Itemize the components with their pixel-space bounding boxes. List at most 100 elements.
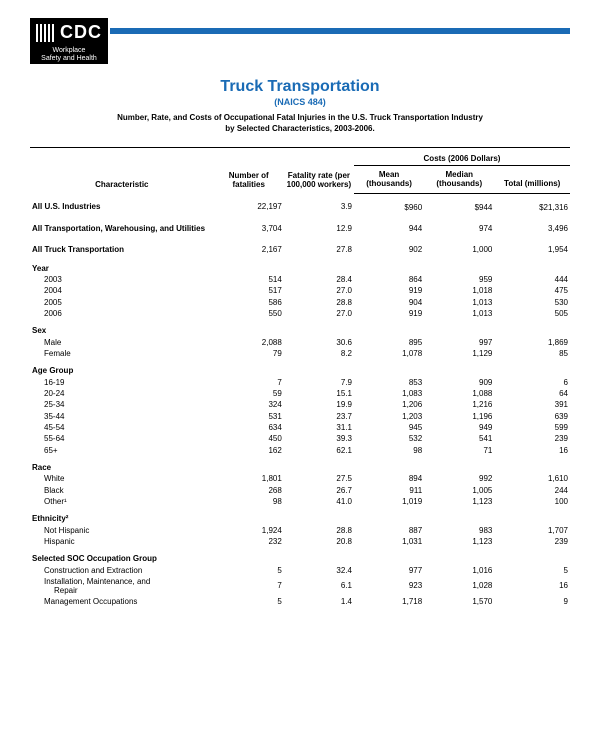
row-label: All U.S. Industries — [30, 193, 214, 215]
cell: 2,088 — [214, 336, 284, 347]
row-label: Other¹ — [30, 496, 214, 507]
table-row: 200558628.89041,013530 — [30, 296, 570, 307]
table-row: 25-3432419.91,2061,216391 — [30, 399, 570, 410]
table-row: 200451727.09191,018475 — [30, 285, 570, 296]
flag-icon — [36, 24, 56, 42]
cell: 1,005 — [424, 485, 494, 496]
row-label: Age Group — [30, 359, 214, 376]
cell — [494, 359, 570, 376]
row-label: Female — [30, 348, 214, 359]
cell: 1,123 — [424, 496, 494, 507]
cdc-abbr: CDC — [60, 22, 102, 43]
cell: 1,088 — [424, 388, 494, 399]
row-label: 65+ — [30, 445, 214, 456]
cell: 983 — [424, 524, 494, 535]
header: CDC Workplace Safety and Health — [30, 18, 570, 64]
cell — [354, 456, 424, 473]
cell: 1,203 — [354, 410, 424, 421]
cell — [214, 359, 284, 376]
row-label: 25-34 — [30, 399, 214, 410]
cell — [284, 359, 354, 376]
cell: 232 — [214, 536, 284, 547]
row-label: Installation, Maintenance, andRepair — [30, 576, 214, 596]
cell: 19.9 — [284, 399, 354, 410]
row-label: Year — [30, 257, 214, 274]
table-row: 200655027.09191,013505 — [30, 308, 570, 319]
row-label: Not Hispanic — [30, 524, 214, 535]
cell: 895 — [354, 336, 424, 347]
cell: 268 — [214, 485, 284, 496]
row-label: 16-19 — [30, 376, 214, 387]
cell: 634 — [214, 422, 284, 433]
cell — [424, 547, 494, 564]
cell — [354, 547, 424, 564]
table-row: Male2,08830.68959971,869 — [30, 336, 570, 347]
cell: 1,206 — [354, 399, 424, 410]
cell: 475 — [494, 285, 570, 296]
cell — [214, 257, 284, 274]
table-row: Not Hispanic1,92428.88879831,707 — [30, 524, 570, 535]
row-label: 55-64 — [30, 433, 214, 444]
cell: 16 — [494, 445, 570, 456]
cell: 41.0 — [284, 496, 354, 507]
cell: 5 — [214, 596, 284, 607]
cell — [494, 257, 570, 274]
cell: 923 — [354, 576, 424, 596]
cell: 1.4 — [284, 596, 354, 607]
cell: 244 — [494, 485, 570, 496]
cell: 894 — [354, 473, 424, 484]
page-subtitle: (NAICS 484) — [30, 97, 570, 107]
cell: 27.5 — [284, 473, 354, 484]
cell: 7 — [214, 376, 284, 387]
table-row: Management Occupations51.41,7181,5709 — [30, 596, 570, 607]
table-row: Sex — [30, 319, 570, 336]
table-row: Other¹9841.01,0191,123100 — [30, 496, 570, 507]
cell: 887 — [354, 524, 424, 535]
cell — [214, 547, 284, 564]
cell: 9 — [494, 596, 570, 607]
cell: 239 — [494, 536, 570, 547]
cell: 23.7 — [284, 410, 354, 421]
cell: 28.4 — [284, 274, 354, 285]
cell: 8.2 — [284, 348, 354, 359]
cdc-logo-box: CDC — [30, 18, 108, 45]
row-label: All Transportation, Warehousing, and Uti… — [30, 215, 214, 236]
cell: 1,570 — [424, 596, 494, 607]
cell: 977 — [354, 564, 424, 575]
cell: 532 — [354, 433, 424, 444]
cell: 864 — [354, 274, 424, 285]
cell: 98 — [354, 445, 424, 456]
cell: 26.7 — [284, 485, 354, 496]
cell: 974 — [424, 215, 494, 236]
cell: 902 — [354, 236, 424, 257]
cell: $944 — [424, 193, 494, 215]
cell: 945 — [354, 422, 424, 433]
cell: 911 — [354, 485, 424, 496]
cell: 6 — [494, 376, 570, 387]
cell — [214, 507, 284, 524]
cell — [214, 456, 284, 473]
cell: 1,216 — [424, 399, 494, 410]
cell — [354, 359, 424, 376]
cell: 79 — [214, 348, 284, 359]
cell — [284, 507, 354, 524]
table-row: Race — [30, 456, 570, 473]
cell: 550 — [214, 308, 284, 319]
row-label: 2004 — [30, 285, 214, 296]
cell: 162 — [214, 445, 284, 456]
cell: 31.1 — [284, 422, 354, 433]
cell — [424, 359, 494, 376]
cell: 904 — [354, 296, 424, 307]
table-row: All Transportation, Warehousing, and Uti… — [30, 215, 570, 236]
cell: 1,031 — [354, 536, 424, 547]
page-title: Truck Transportation — [30, 78, 570, 96]
row-label: Construction and Extraction — [30, 564, 214, 575]
cell — [214, 319, 284, 336]
cell: 1,924 — [214, 524, 284, 535]
header-bar — [110, 28, 570, 34]
cell: 3.9 — [284, 193, 354, 215]
cell: 5 — [494, 564, 570, 575]
cell: 27.8 — [284, 236, 354, 257]
row-label: 20-24 — [30, 388, 214, 399]
cell: $21,316 — [494, 193, 570, 215]
